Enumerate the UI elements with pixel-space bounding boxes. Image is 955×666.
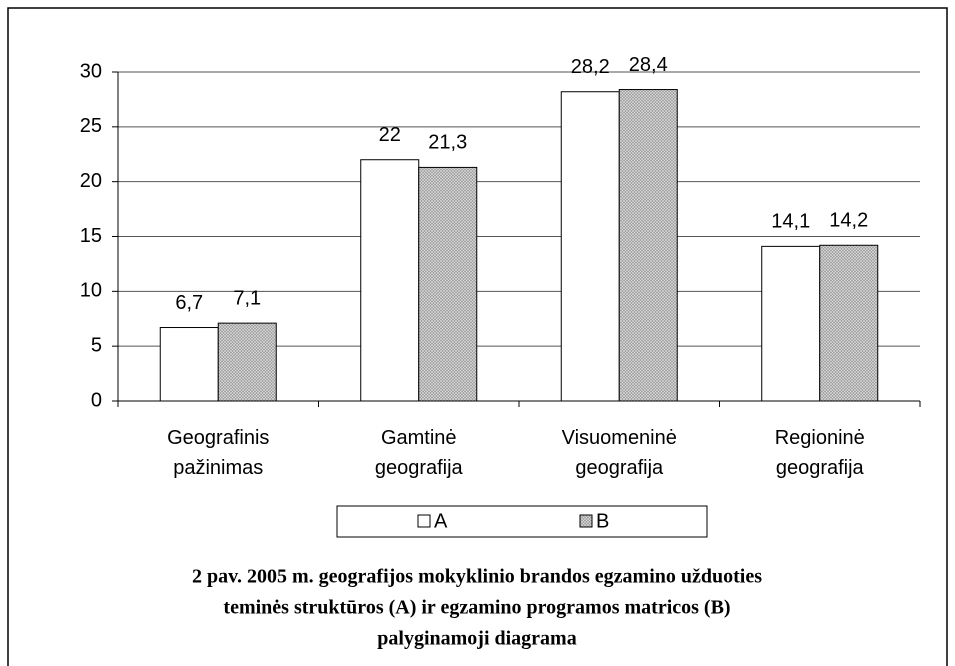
legend-swatch — [579, 514, 593, 528]
bar — [217, 322, 277, 402]
value-label: 22 — [379, 124, 401, 146]
value-label: 6,7 — [175, 292, 203, 314]
bar — [418, 166, 478, 402]
bar — [819, 244, 879, 402]
x-tick-label: Geografinis pažinimas — [167, 427, 269, 479]
legend-label: B — [596, 510, 609, 532]
y-tick-label: 10 — [80, 280, 102, 302]
bar — [360, 159, 420, 402]
x-tick-label: Gamtinė geografija — [375, 427, 464, 479]
value-label: 14,1 — [771, 211, 810, 233]
value-label: 28,4 — [629, 54, 668, 76]
legend-swatch — [417, 514, 431, 528]
y-tick-label: 20 — [80, 170, 102, 192]
value-label: 14,2 — [829, 210, 868, 232]
x-tick-label: Regioninė geografija — [775, 427, 865, 479]
y-tick-label: 25 — [80, 115, 102, 137]
caption: 2 pav. 2005 m. geografijos mokyklinio br… — [192, 566, 762, 588]
value-label: 7,1 — [233, 287, 261, 309]
y-tick-label: 30 — [80, 60, 102, 82]
y-tick-label: 0 — [91, 389, 102, 411]
y-tick-label: 15 — [80, 225, 102, 247]
value-label: 21,3 — [428, 132, 467, 154]
y-tick-label: 5 — [91, 334, 102, 356]
bar — [618, 89, 678, 402]
bar — [761, 245, 821, 402]
legend-label: A — [434, 510, 448, 532]
x-tick-label: Visuomeninė geografija — [562, 427, 677, 479]
caption: teminės struktūros (A) ir egzamino progr… — [223, 597, 730, 619]
caption: palyginamoji diagrama — [377, 628, 576, 650]
frame — [7, 7, 948, 666]
legend-box — [336, 505, 708, 538]
bar — [159, 327, 219, 402]
bar — [560, 91, 620, 402]
value-label: 28,2 — [571, 56, 610, 78]
